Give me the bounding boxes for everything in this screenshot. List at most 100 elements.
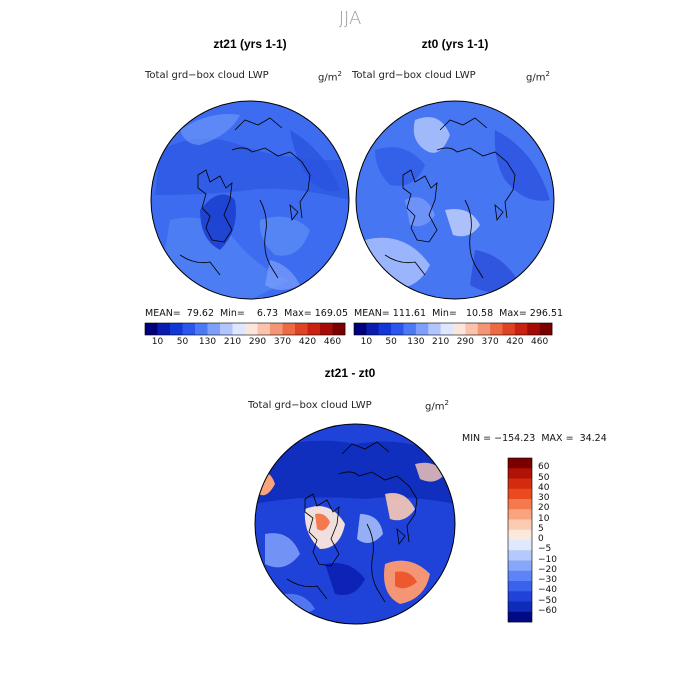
colorbar-tick-label: 460 — [323, 337, 342, 347]
colorbar-tick-label: −20 — [538, 564, 557, 575]
colorbar-tick-label: 290 — [456, 337, 474, 347]
colorbar-frame — [353, 322, 553, 336]
units-base: g/m — [425, 401, 445, 413]
colorbar-tick-label: 10 — [538, 513, 550, 524]
colorbar-tick-label: −50 — [538, 595, 557, 606]
colorbar-zt21 — [144, 322, 346, 336]
colorbar-tick-label: 10 — [151, 337, 164, 347]
colorbar-tick-label: 50 — [538, 472, 550, 483]
colorbar-swatch — [440, 323, 454, 335]
colorbar-swatch — [508, 458, 532, 469]
colorbar-swatch — [508, 611, 532, 623]
colorbar-tick-label: 210 — [223, 337, 242, 347]
panel-stats-zt21: MEAN= 79.62 Min= 6.73 Max= 169.05 — [145, 308, 348, 319]
colorbar-tick-label: 420 — [298, 337, 317, 347]
colorbar-swatch — [539, 323, 553, 335]
colorbar-frame — [507, 457, 533, 623]
colorbar-tick-label: 130 — [407, 337, 425, 347]
panel-title-zt21: zt21 (yrs 1-1) — [213, 37, 287, 51]
colorbar-swatch — [145, 323, 158, 335]
units-base: g/m — [526, 72, 546, 84]
panel-stats-zt0: MEAN= 111.61 Min= 10.58 Max= 296.51 — [354, 308, 564, 319]
colorbar-diff — [507, 457, 533, 623]
colorbar-tick-label: −5 — [538, 544, 552, 555]
colorbar-swatch — [465, 323, 479, 335]
colorbar-swatch — [403, 323, 417, 335]
colorbar-swatch — [307, 323, 321, 335]
colorbar-swatch — [220, 323, 233, 335]
colorbar-zt0 — [353, 322, 553, 336]
colorbar-swatch — [320, 323, 333, 335]
colorbar-tick-label: 40 — [538, 482, 550, 493]
colorbar-swatch — [527, 323, 540, 335]
colorbar-swatch — [282, 323, 296, 335]
colorbar-swatch — [508, 529, 532, 541]
colorbar-tick-label: −40 — [538, 585, 557, 596]
colorbar-swatch — [508, 488, 532, 500]
colorbar-swatch — [453, 323, 466, 335]
colorbar-swatch — [508, 468, 532, 479]
colorbar-swatch — [508, 601, 532, 613]
colorbar-tick-label: 420 — [506, 337, 524, 347]
colorbar-swatch — [195, 323, 208, 335]
colorbar-swatch — [508, 550, 532, 561]
units-exponent: 2 — [337, 70, 342, 78]
colorbar-tick-label: 370 — [481, 337, 499, 347]
season-title: JJA — [338, 8, 362, 29]
colorbar-tick-label: −10 — [538, 554, 557, 565]
panel-title-zt0: zt0 (yrs 1-1) — [421, 37, 489, 51]
polar-map-zt21 — [150, 100, 350, 300]
units-exponent: 2 — [444, 399, 449, 407]
units-base: g/m — [318, 72, 338, 84]
colorbar-swatch — [508, 570, 532, 582]
units-exponent: 2 — [545, 70, 550, 78]
panel-label-zt21: Total grd−box cloud LWP — [145, 70, 269, 81]
colorbar-tick-label: 370 — [273, 337, 292, 347]
colorbar-ticks-zt21: 10 50 130 210 290 370 420 460 — [145, 337, 345, 349]
colorbar-swatch — [182, 323, 196, 335]
colorbar-ticks-diff: 60 50 40 30 20 10 5 0 −5 −10 −20 −30 −40 −50 −60 — [538, 458, 578, 622]
polar-map-zt0 — [355, 100, 555, 300]
colorbar-swatch — [508, 540, 532, 551]
colorbar-swatch — [207, 323, 221, 335]
colorbar-tick-label: 20 — [538, 503, 550, 514]
polar-map-diff — [254, 423, 456, 625]
colorbar-swatch — [415, 323, 429, 335]
colorbar-swatch — [508, 591, 532, 602]
units-zt0: g/m2 — [526, 70, 550, 83]
colorbar-tick-label: 30 — [538, 493, 550, 503]
units-diff: g/m2 — [425, 399, 449, 412]
colorbar-swatch — [245, 323, 258, 335]
colorbar-tick-label: 50 — [176, 337, 189, 347]
colorbar-swatch — [391, 323, 404, 335]
colorbar-tick-label: 210 — [432, 337, 450, 347]
colorbar-swatch — [502, 323, 516, 335]
colorbar-swatch — [508, 581, 532, 592]
colorbar-swatch — [508, 478, 532, 490]
colorbar-tick-label: −30 — [538, 575, 557, 585]
panel-stats-diff: MIN = −154.23 MAX = 34.24 — [462, 433, 607, 444]
colorbar-tick-label: 460 — [531, 337, 549, 347]
colorbar-tick-label: 5 — [538, 523, 544, 534]
colorbar-ticks-zt0: 10 50 130 210 290 370 420 460 — [354, 337, 552, 349]
colorbar-tick-label: 50 — [385, 337, 397, 347]
panel-label-diff: Total grd−box cloud LWP — [248, 400, 372, 411]
panel-label-zt0: Total grd−box cloud LWP — [352, 70, 476, 81]
colorbar-swatch — [378, 323, 392, 335]
colorbar-tick-label: 290 — [248, 337, 267, 347]
colorbar-swatch — [508, 519, 532, 531]
colorbar-swatch — [295, 323, 308, 335]
colorbar-swatch — [257, 323, 271, 335]
colorbar-swatch — [508, 509, 532, 520]
colorbar-swatch — [477, 323, 491, 335]
colorbar-swatch — [170, 323, 183, 335]
colorbar-tick-label: −60 — [538, 605, 557, 616]
colorbar-swatch — [270, 323, 283, 335]
colorbar-swatch — [490, 323, 503, 335]
colorbar-tick-label: 10 — [360, 337, 373, 347]
colorbar-tick-label: 130 — [198, 337, 217, 347]
colorbar-swatch — [354, 323, 367, 335]
colorbar-swatch — [332, 323, 346, 335]
colorbar-swatch — [232, 323, 246, 335]
colorbar-swatch — [508, 560, 532, 572]
